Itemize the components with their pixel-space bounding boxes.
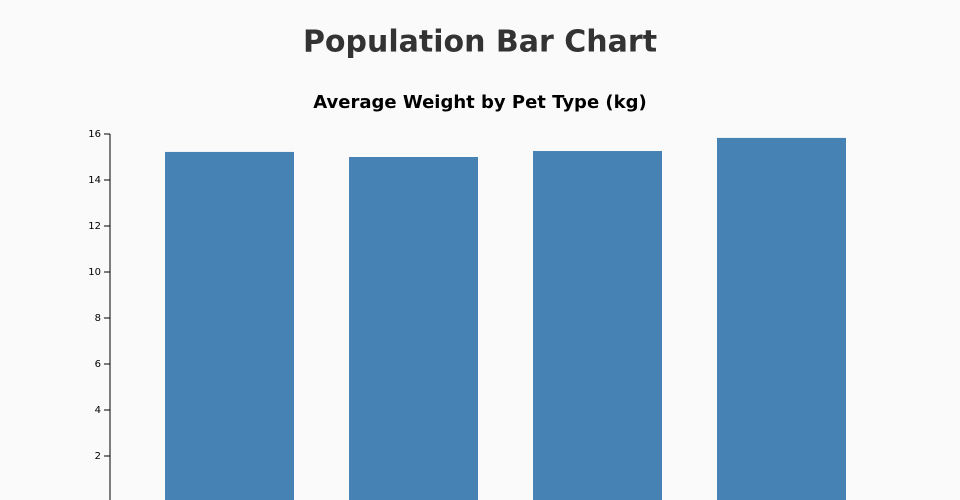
y-tick-label: 10 — [88, 267, 101, 278]
y-tick-label: 8 — [95, 313, 101, 324]
y-tick-label: 12 — [88, 221, 101, 232]
y-tick-label: 14 — [88, 175, 101, 186]
bar — [165, 151, 294, 500]
chart-title: Population Bar Chart — [303, 25, 657, 60]
bar — [349, 157, 478, 500]
y-tick-label: 4 — [95, 405, 101, 416]
chart-subtitle: Average Weight by Pet Type (kg) — [313, 92, 646, 113]
y-tick-label: 2 — [95, 451, 101, 462]
bar — [533, 151, 662, 500]
bar — [717, 137, 846, 500]
y-tick-label: 16 — [88, 129, 101, 140]
y-tick-label: 6 — [95, 359, 101, 370]
